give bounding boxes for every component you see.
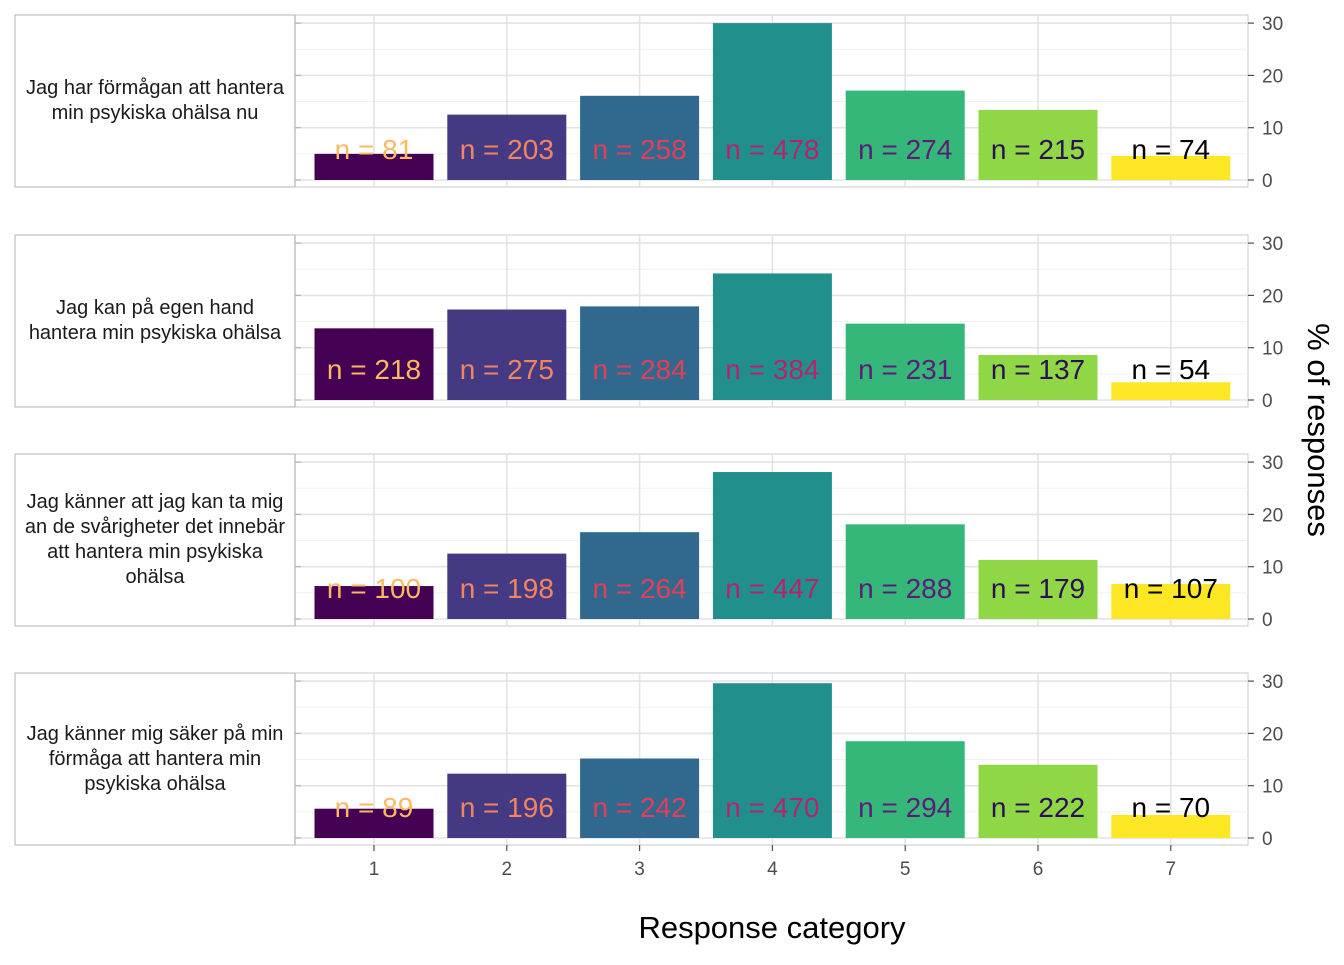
bar-panel4-cat6 (978, 764, 1098, 838)
bar-panel3-cat1 (314, 586, 434, 619)
facet-strip-2 (14, 234, 296, 408)
data-label: n = 258 (592, 134, 686, 165)
bar-panel2-cat1 (314, 328, 434, 400)
y-tick-label: 20 (1262, 286, 1283, 307)
bar-panel1-cat5 (845, 90, 965, 180)
bar-panel1-cat4 (712, 23, 832, 180)
y-tick-label: 20 (1262, 66, 1283, 87)
x-tick-label: 2 (502, 859, 513, 880)
bar-panel3-cat4 (712, 472, 832, 619)
bar-panel4-cat1 (314, 808, 434, 838)
data-label: n = 222 (991, 792, 1085, 823)
data-label: n = 81 (335, 134, 414, 165)
bar-panel4-cat7 (1111, 814, 1231, 838)
bar-panel4-cat5 (845, 741, 965, 838)
y-tick-label: 0 (1262, 171, 1273, 192)
bar-panel2-cat6 (978, 355, 1098, 400)
bar-panel1-cat1 (314, 153, 434, 180)
y-tick-label: 10 (1262, 777, 1283, 798)
data-label: n = 294 (858, 792, 952, 823)
data-label: n = 137 (991, 354, 1085, 385)
bar-panel1-cat2 (447, 114, 567, 180)
facet-label-3: Jag känner att jag kan ta mig an de svår… (24, 491, 286, 588)
x-tick-label: 7 (1166, 859, 1177, 880)
data-label: n = 275 (460, 354, 554, 385)
data-label: n = 70 (1131, 792, 1210, 823)
bar-panel1-cat7 (1111, 155, 1231, 180)
bar-panel3-cat5 (845, 524, 965, 619)
facet-label-1: Jag har förmågan att hantera min psykisk… (26, 77, 284, 124)
y-tick-label: 10 (1262, 339, 1283, 360)
data-label: n = 203 (460, 134, 554, 165)
y-axis-title: % of responses (1301, 323, 1336, 537)
data-label: n = 274 (858, 134, 952, 165)
data-label: n = 74 (1131, 134, 1210, 165)
data-label: n = 89 (335, 792, 414, 823)
bar-panel2-cat3 (580, 306, 700, 400)
x-tick-label: 5 (900, 859, 911, 880)
y-tick-label: 30 (1262, 453, 1283, 474)
bar-panel4-cat4 (712, 683, 832, 838)
bar-panel2-cat4 (712, 273, 832, 400)
data-label: n = 447 (725, 573, 819, 604)
data-label: n = 231 (858, 354, 952, 385)
data-label: n = 107 (1124, 573, 1218, 604)
data-label: n = 215 (991, 134, 1085, 165)
y-tick-label: 10 (1262, 558, 1283, 579)
bar-panel3-cat6 (978, 559, 1098, 619)
y-tick-label: 30 (1262, 14, 1283, 35)
y-tick-label: 30 (1262, 672, 1283, 693)
data-label: n = 478 (725, 134, 819, 165)
data-label: n = 264 (592, 573, 686, 604)
bar-panel3-cat3 (580, 532, 700, 619)
bar-panel3-cat2 (447, 553, 567, 619)
facet-strip-1 (14, 14, 296, 188)
y-tick-label: 20 (1262, 505, 1283, 526)
x-tick-label: 4 (767, 859, 778, 880)
data-label: n = 288 (858, 573, 952, 604)
y-tick-label: 0 (1262, 391, 1273, 412)
bar-panel1-cat6 (978, 109, 1098, 180)
facet-label-4: Jag känner mig säker på min förmåga att … (26, 722, 284, 795)
facet-strip-4 (14, 672, 296, 846)
y-tick-label: 0 (1262, 829, 1273, 850)
facet-label-2: Jag kan på egen hand hantera min psykisk… (28, 297, 282, 344)
x-axis-title: Response category (638, 910, 906, 945)
x-tick-label: 6 (1033, 859, 1044, 880)
data-label: n = 198 (460, 573, 554, 604)
bar-panel2-cat2 (447, 309, 567, 400)
data-label: n = 384 (725, 354, 819, 385)
data-label: n = 470 (725, 792, 819, 823)
y-tick-label: 0 (1262, 610, 1273, 631)
facet-strip-3 (14, 453, 296, 627)
y-tick-label: 30 (1262, 234, 1283, 255)
data-label: n = 100 (327, 573, 421, 604)
data-label: n = 196 (460, 792, 554, 823)
data-label: n = 284 (592, 354, 686, 385)
y-tick-label: 10 (1262, 119, 1283, 140)
bar-panel4-cat3 (580, 758, 700, 838)
bar-panel2-cat5 (845, 323, 965, 400)
x-tick-label: 3 (634, 859, 645, 880)
data-label: n = 179 (991, 573, 1085, 604)
bar-panel3-cat7 (1111, 583, 1231, 619)
x-tick-label: 1 (369, 859, 380, 880)
bar-panel2-cat7 (1111, 382, 1231, 400)
data-label: n = 242 (592, 792, 686, 823)
bar-panel1-cat3 (580, 95, 700, 180)
y-tick-label: 20 (1262, 724, 1283, 745)
bar-panel4-cat2 (447, 773, 567, 838)
data-label: n = 218 (327, 354, 421, 385)
data-label: n = 54 (1131, 354, 1210, 385)
